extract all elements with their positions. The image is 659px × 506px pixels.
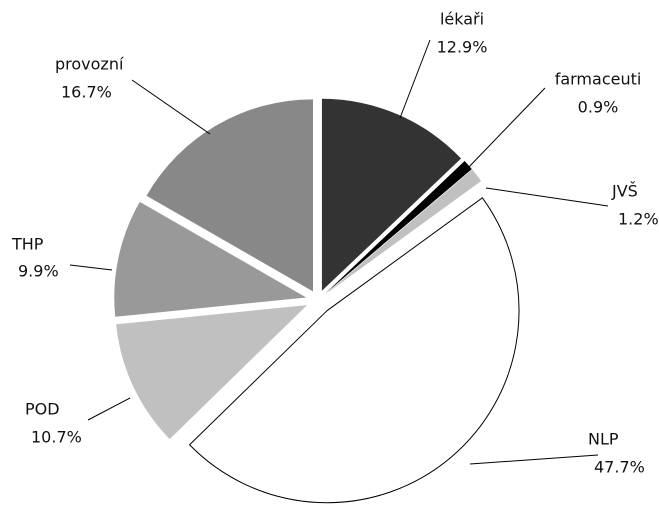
slice-label: provozní xyxy=(55,55,124,74)
slice-value-label: 1.2% xyxy=(618,210,659,229)
pie-slice xyxy=(146,99,313,292)
slice-value-label: 9.9% xyxy=(18,262,59,281)
slice-label: lékaři xyxy=(440,10,484,29)
pie-slice xyxy=(188,197,520,504)
leader-line xyxy=(399,39,431,119)
pie-slice xyxy=(325,161,472,294)
pie-slice xyxy=(114,201,307,317)
leader-line xyxy=(131,79,211,135)
slice-label: JVŠ xyxy=(611,182,638,201)
leader-line xyxy=(485,187,609,207)
slice-label: farmaceuti xyxy=(555,70,642,89)
slice-value-label: 16.7% xyxy=(61,83,112,102)
pie-slice xyxy=(325,169,482,294)
slice-label: THP xyxy=(11,235,44,254)
leader-line xyxy=(465,87,546,171)
slice-value-label: 47.7% xyxy=(594,458,645,477)
slice-label: NLP xyxy=(588,430,619,449)
leader-line xyxy=(469,454,599,465)
slice-value-label: 12.9% xyxy=(437,38,488,57)
slice-value-label: 10.7% xyxy=(31,428,82,447)
pie-slice xyxy=(116,305,308,440)
leader-line xyxy=(87,397,131,421)
pie-slice xyxy=(321,98,462,291)
slice-value-label: 0.9% xyxy=(578,98,619,117)
slice-label: POD xyxy=(25,400,60,419)
leader-line xyxy=(69,264,113,271)
